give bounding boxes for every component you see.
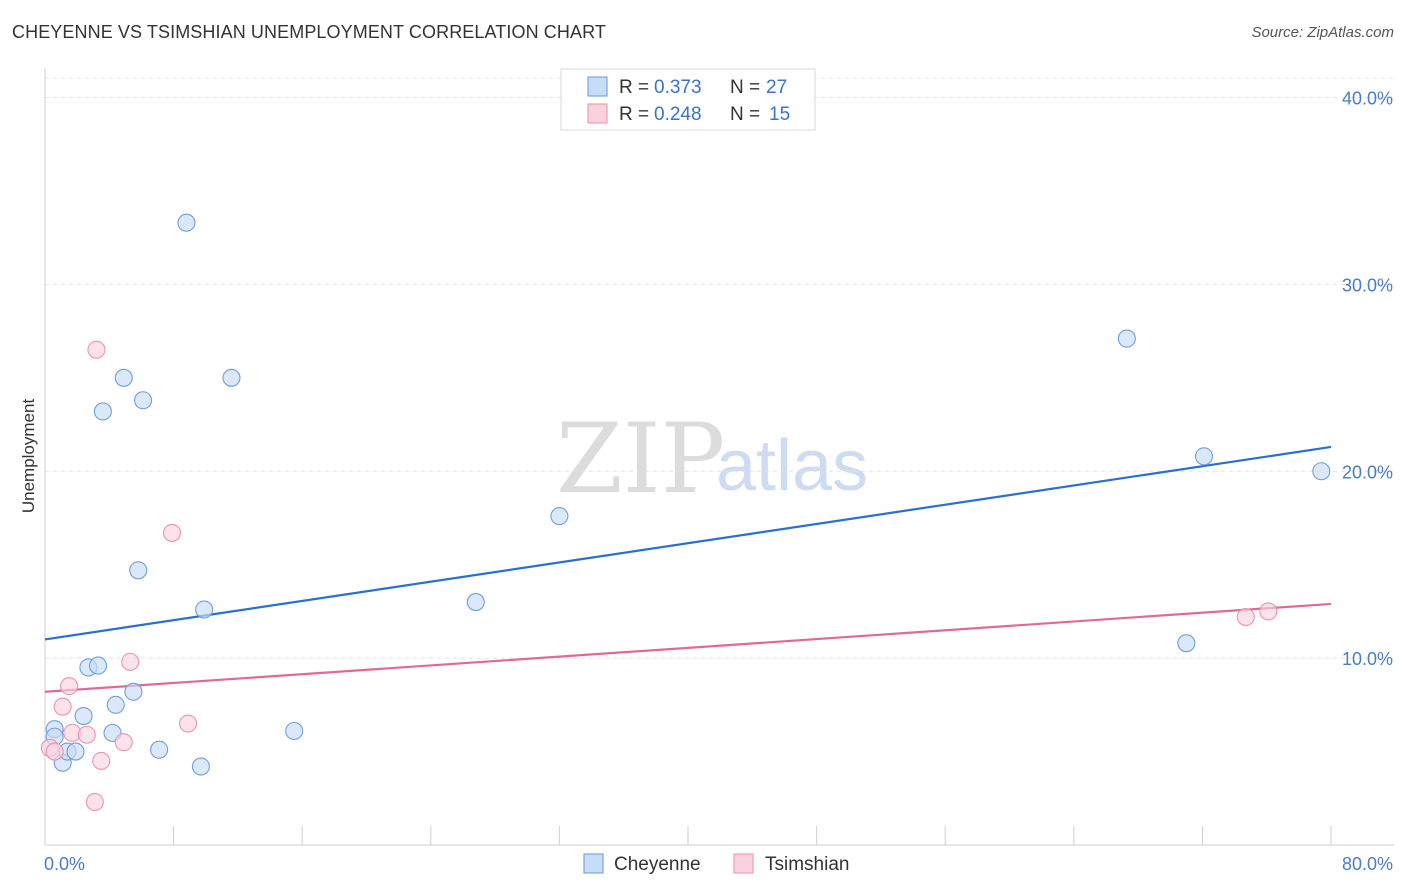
point-tsimshian xyxy=(121,652,140,671)
axes xyxy=(44,68,1394,846)
bottom-legend-swatch-tsimshian xyxy=(733,853,754,874)
legend-r-value-cheyenne: 0.373 xyxy=(654,77,702,98)
y-axis-title: Unemployment xyxy=(19,399,38,514)
point-tsimshian xyxy=(179,714,198,733)
point-cheyenne xyxy=(1194,447,1214,466)
x-tick-label-min: 0.0% xyxy=(44,854,85,874)
point-cheyenne xyxy=(66,742,85,761)
point-cheyenne xyxy=(150,740,169,759)
point-cheyenne xyxy=(93,402,112,421)
legend: R = 0.373 N = 27 R = 0.248 N = 15 xyxy=(560,68,816,131)
point-cheyenne xyxy=(74,707,93,726)
y-tick-labels: 10.0% 20.0% 30.0% 40.0% xyxy=(1342,89,1393,670)
point-cheyenne xyxy=(1312,462,1331,481)
legend-r-label-tsimshian: R = xyxy=(619,104,649,125)
bottom-legend: Cheyenne Tsimshian xyxy=(583,853,849,875)
point-tsimshian xyxy=(85,792,104,812)
y-tick-label: 30.0% xyxy=(1342,275,1393,295)
point-cheyenne xyxy=(1117,329,1136,348)
point-cheyenne xyxy=(106,695,125,714)
point-tsimshian xyxy=(92,751,111,770)
point-cheyenne xyxy=(550,507,569,526)
point-cheyenne xyxy=(191,757,210,776)
point-tsimshian xyxy=(1259,602,1278,621)
point-tsimshian xyxy=(60,677,79,696)
legend-swatch-cheyenne xyxy=(587,76,608,97)
y-tick-label: 10.0% xyxy=(1342,649,1393,669)
point-tsimshian xyxy=(45,742,64,761)
point-tsimshian xyxy=(87,340,106,359)
point-tsimshian xyxy=(162,523,182,542)
legend-r-label-cheyenne: R = xyxy=(619,77,649,98)
legend-n-label-cheyenne: N = xyxy=(730,77,760,98)
legend-n-value-cheyenne: 27 xyxy=(766,77,787,98)
point-cheyenne xyxy=(88,656,108,675)
watermark: ZIP atlas xyxy=(556,403,868,515)
x-tick-labels: 0.0% 80.0% xyxy=(44,854,1393,874)
y-tick-label: 20.0% xyxy=(1342,462,1393,482)
trend-line-tsimshian xyxy=(44,602,1332,693)
point-cheyenne xyxy=(134,391,153,410)
point-cheyenne xyxy=(124,682,143,701)
legend-swatch-tsimshian xyxy=(587,103,608,124)
legend-r-value-tsimshian: 0.248 xyxy=(654,104,702,125)
point-cheyenne xyxy=(177,213,196,232)
legend-n-value-tsimshian: 15 xyxy=(769,104,790,125)
point-cheyenne xyxy=(114,368,133,387)
point-tsimshian xyxy=(77,725,96,744)
point-tsimshian xyxy=(53,697,72,716)
bottom-legend-label-cheyenne: Cheyenne xyxy=(614,854,701,875)
point-cheyenne xyxy=(285,721,304,741)
watermark-zip: ZIP xyxy=(556,403,725,515)
data-points xyxy=(40,213,1331,812)
bottom-legend-label-tsimshian: Tsimshian xyxy=(765,854,849,875)
point-cheyenne xyxy=(129,561,148,580)
point-cheyenne xyxy=(222,368,241,387)
point-tsimshian xyxy=(114,733,133,752)
point-tsimshian xyxy=(1236,607,1255,627)
gridlines xyxy=(45,77,1394,659)
watermark-atlas: atlas xyxy=(716,426,868,506)
point-cheyenne xyxy=(466,593,485,612)
trend-line-cheyenne xyxy=(44,445,1332,641)
point-cheyenne xyxy=(195,600,214,619)
x-tick-label-max: 80.0% xyxy=(1342,854,1393,874)
trend-lines xyxy=(44,445,1332,693)
legend-n-label-tsimshian: N = xyxy=(730,104,760,125)
chart-title: CHEYENNE VS TSIMSHIAN UNEMPLOYMENT CORRE… xyxy=(12,22,606,42)
source-credit: Source: ZipAtlas.com xyxy=(1251,24,1394,41)
point-cheyenne xyxy=(1177,634,1196,653)
bottom-legend-swatch-cheyenne xyxy=(583,853,604,874)
y-tick-label: 40.0% xyxy=(1342,89,1393,109)
